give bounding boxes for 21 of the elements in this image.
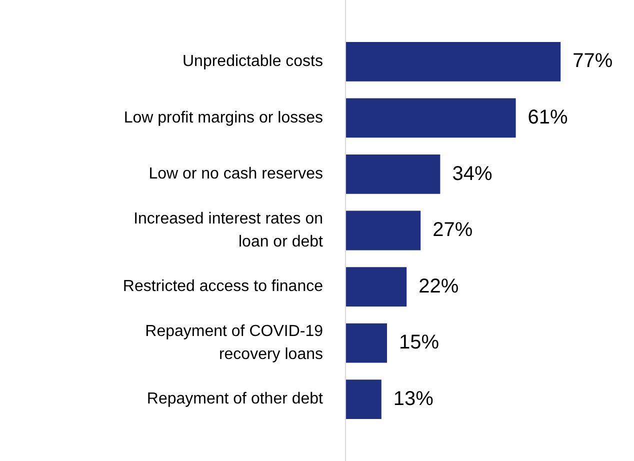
y-tick-label: Low profit margins or losses (124, 109, 323, 126)
bar (345, 154, 440, 194)
bar (345, 42, 561, 82)
bar (345, 267, 407, 306)
y-tick-label: Restricted access to finance (122, 278, 324, 296)
data-label: 61% (528, 106, 568, 128)
data-label: 15% (399, 332, 440, 354)
data-label: 34% (452, 162, 492, 185)
y-tick-label: Low or no cash reserves (148, 166, 323, 183)
bar (345, 323, 387, 363)
data-label: 13% (393, 388, 434, 410)
data-label: 27% (432, 219, 473, 242)
y-tick-label: Repayment of other debt (146, 390, 324, 408)
data-label: 22% (418, 275, 459, 298)
y-tick-label: Unpredictable costs (182, 53, 323, 70)
data-label: 77% (572, 50, 613, 72)
bar (345, 98, 516, 138)
y-tick-label: Increased interest rates on loan or debt (134, 210, 324, 251)
bar (345, 210, 421, 250)
y-tick-label: Repayment of COVID-19 recovery loans (145, 322, 324, 364)
bar (345, 380, 382, 419)
